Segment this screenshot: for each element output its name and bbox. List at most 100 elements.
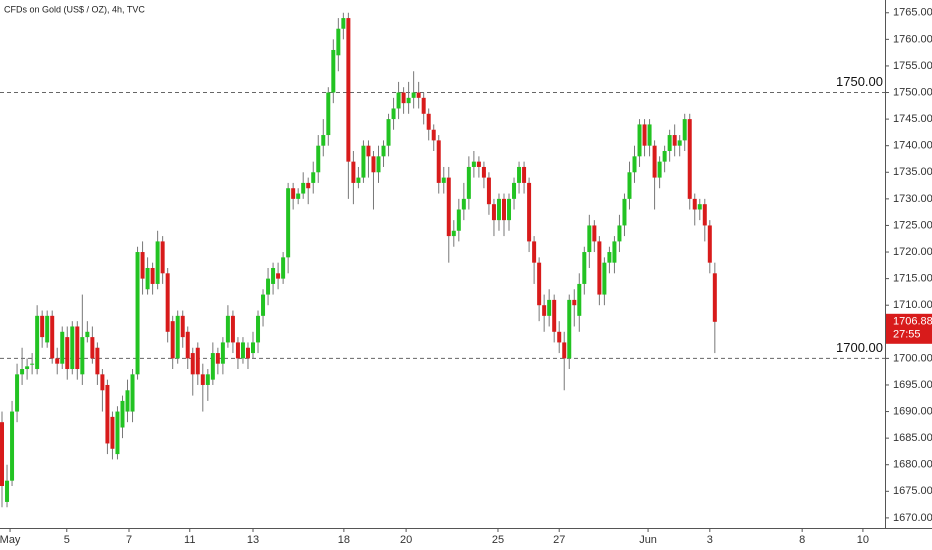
candle-body xyxy=(607,252,612,263)
candle-body xyxy=(10,411,15,481)
y-tick-label: 1720.00 xyxy=(893,246,932,258)
candle-body xyxy=(451,230,456,237)
candle-body xyxy=(296,193,301,199)
y-tick-label: 1750.00 xyxy=(893,86,932,98)
candle-body xyxy=(441,177,446,183)
x-tick-label: May xyxy=(0,534,21,546)
candle-body xyxy=(366,145,371,157)
y-tick-label: 1725.00 xyxy=(893,219,932,231)
candle-body xyxy=(205,374,210,385)
y-tick-label: 1730.00 xyxy=(893,193,932,205)
candle-body xyxy=(386,119,391,146)
candle-body xyxy=(65,337,70,370)
candle-body xyxy=(642,124,647,146)
candle-body xyxy=(25,366,30,370)
candle-body xyxy=(421,97,426,114)
candle-body xyxy=(5,480,10,502)
candle-body xyxy=(165,273,170,332)
candle-body xyxy=(371,156,376,173)
candle-body xyxy=(612,241,617,263)
candle-body xyxy=(662,151,667,162)
horizontal-line-label: 1700.00 xyxy=(836,340,883,355)
candle-body xyxy=(351,161,356,183)
candle-body xyxy=(471,161,476,167)
candle-body xyxy=(431,129,436,141)
candle-body xyxy=(15,374,20,412)
y-tick-label: 1685.00 xyxy=(893,432,932,444)
candle-body xyxy=(210,353,215,380)
candle-body xyxy=(120,400,125,428)
candle-body xyxy=(125,390,130,412)
candle-body xyxy=(55,358,60,364)
candle-body xyxy=(542,305,547,316)
candle-body xyxy=(562,342,567,359)
candle-body xyxy=(532,241,537,263)
candle-body xyxy=(592,225,597,242)
candle-body xyxy=(376,156,381,173)
candle-body xyxy=(496,198,501,221)
candle-body xyxy=(396,92,401,109)
candle-body xyxy=(40,315,45,338)
x-tick-label: 18 xyxy=(338,534,350,546)
candle-body xyxy=(567,299,572,359)
candle-body xyxy=(291,188,296,199)
candle-body xyxy=(60,331,65,364)
candle-body xyxy=(50,315,55,359)
y-tick-label: 1670.00 xyxy=(893,512,932,524)
candle-body xyxy=(361,145,366,178)
horizontal-line-label: 1750.00 xyxy=(836,74,883,89)
y-tick-label: 1765.00 xyxy=(893,7,932,19)
candle-body xyxy=(572,299,577,306)
candle-body xyxy=(256,315,261,343)
candle-body xyxy=(687,119,692,199)
candle-body xyxy=(225,315,230,343)
candle-body xyxy=(195,347,200,375)
candle-body xyxy=(401,92,406,104)
candle-body xyxy=(240,342,245,359)
candle-body xyxy=(587,225,592,253)
candle-body xyxy=(446,177,451,237)
candle-body xyxy=(652,145,657,178)
y-tick-label: 1695.00 xyxy=(893,379,932,391)
candle-body xyxy=(266,278,271,295)
x-tick-label: 27 xyxy=(553,534,565,546)
candle-body xyxy=(336,28,341,56)
candle-body xyxy=(75,326,80,370)
candle-body xyxy=(391,108,396,120)
candle-body xyxy=(251,342,256,354)
candle-body xyxy=(672,135,677,146)
candle-body xyxy=(105,384,110,444)
candle-body xyxy=(341,18,346,29)
candle-body xyxy=(311,172,316,183)
candle-body xyxy=(617,225,622,242)
x-tick-label: 20 xyxy=(400,534,412,546)
candle-body xyxy=(150,267,155,284)
candle-body xyxy=(175,315,180,359)
candle-body xyxy=(85,331,90,338)
candle-body xyxy=(702,204,707,226)
candle-body xyxy=(486,177,491,205)
candle-body xyxy=(346,18,351,162)
x-tick-label: 8 xyxy=(799,534,805,546)
candle-body xyxy=(517,166,522,183)
candle-body xyxy=(180,315,185,338)
candle-body xyxy=(677,140,682,146)
candle-body xyxy=(647,124,652,146)
candle-body xyxy=(130,374,135,412)
candle-body xyxy=(45,315,50,343)
x-tick-label: 5 xyxy=(64,534,70,546)
candle-body xyxy=(522,166,527,183)
candle-body xyxy=(200,374,205,385)
candle-body xyxy=(145,267,150,290)
candle-body xyxy=(697,204,702,210)
candle-body xyxy=(537,262,542,306)
y-tick-label: 1760.00 xyxy=(893,33,932,45)
candle-body xyxy=(627,172,632,199)
candle-body xyxy=(90,337,95,359)
candle-body xyxy=(507,198,512,221)
candle-body xyxy=(527,182,532,242)
candle-body xyxy=(476,161,481,167)
candle-body xyxy=(416,92,421,98)
y-tick-label: 1755.00 xyxy=(893,60,932,72)
